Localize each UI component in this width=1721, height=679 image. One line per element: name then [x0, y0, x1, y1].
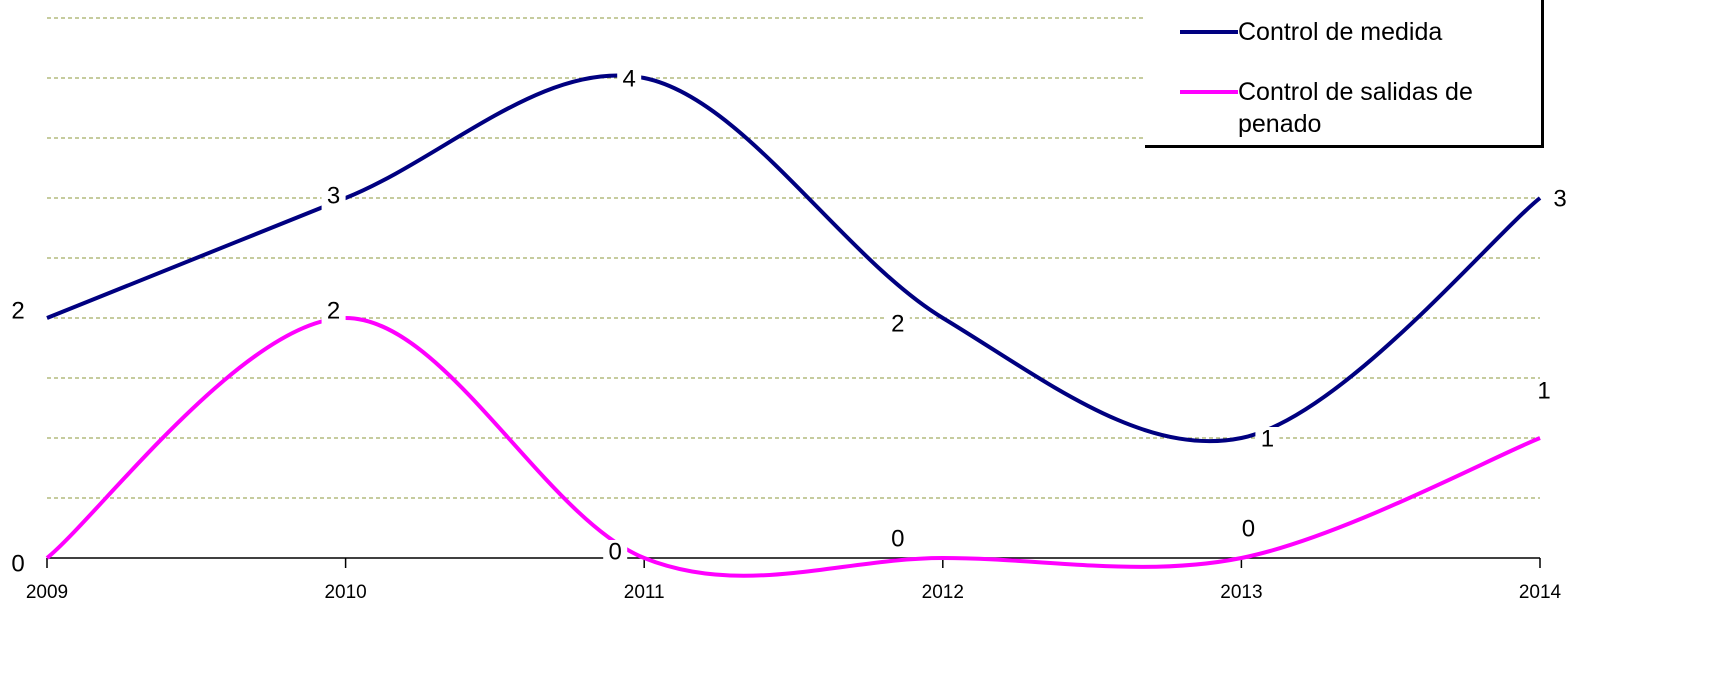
data-label-bg: [1236, 517, 1261, 543]
x-tick-label: 2013: [1220, 582, 1262, 603]
x-tick-label: 2012: [922, 582, 964, 603]
data-label: 2: [327, 297, 340, 324]
data-label: 3: [327, 182, 340, 209]
data-label-bg: [1255, 427, 1280, 453]
legend-swatch: [1180, 90, 1238, 94]
series-line: [45, 315, 1541, 578]
data-label: 2: [11, 297, 24, 324]
legend: Control de medida Control de salidas de p…: [1145, 0, 1544, 148]
x-tick-label: 2011: [624, 582, 665, 603]
data-label: 1: [1537, 377, 1550, 404]
data-label-bg: [1532, 379, 1556, 405]
data-label: 4: [623, 65, 636, 92]
x-tick-label: 2009: [26, 582, 68, 603]
data-label: 0: [891, 525, 904, 552]
data-label: 0: [609, 538, 622, 565]
data-label-bg: [885, 312, 910, 338]
legend-entry: Control de salidas de penado: [1180, 76, 1528, 140]
legend-label: Control de medida: [1238, 18, 1443, 46]
data-label: 2: [891, 310, 904, 337]
x-tick-label: 2014: [1519, 582, 1562, 603]
data-label-bg: [1548, 187, 1572, 213]
data-label-bg: [6, 299, 30, 325]
legend-swatch: [1180, 30, 1238, 34]
x-tick-label: 2010: [324, 582, 366, 603]
data-label-bg: [603, 540, 628, 566]
data-label: 0: [11, 550, 24, 577]
legend-label: Control de salidas de penado: [1238, 78, 1473, 138]
data-label-bg: [321, 299, 346, 325]
data-label: 3: [1553, 185, 1566, 212]
legend-entry: Control de medida: [1180, 16, 1528, 48]
data-label-bg: [617, 67, 642, 93]
data-label-bg: [321, 184, 346, 210]
data-label: 1: [1261, 425, 1274, 452]
data-label-bg: [6, 552, 30, 578]
data-label: 0: [1242, 515, 1255, 542]
data-label-bg: [885, 527, 910, 553]
